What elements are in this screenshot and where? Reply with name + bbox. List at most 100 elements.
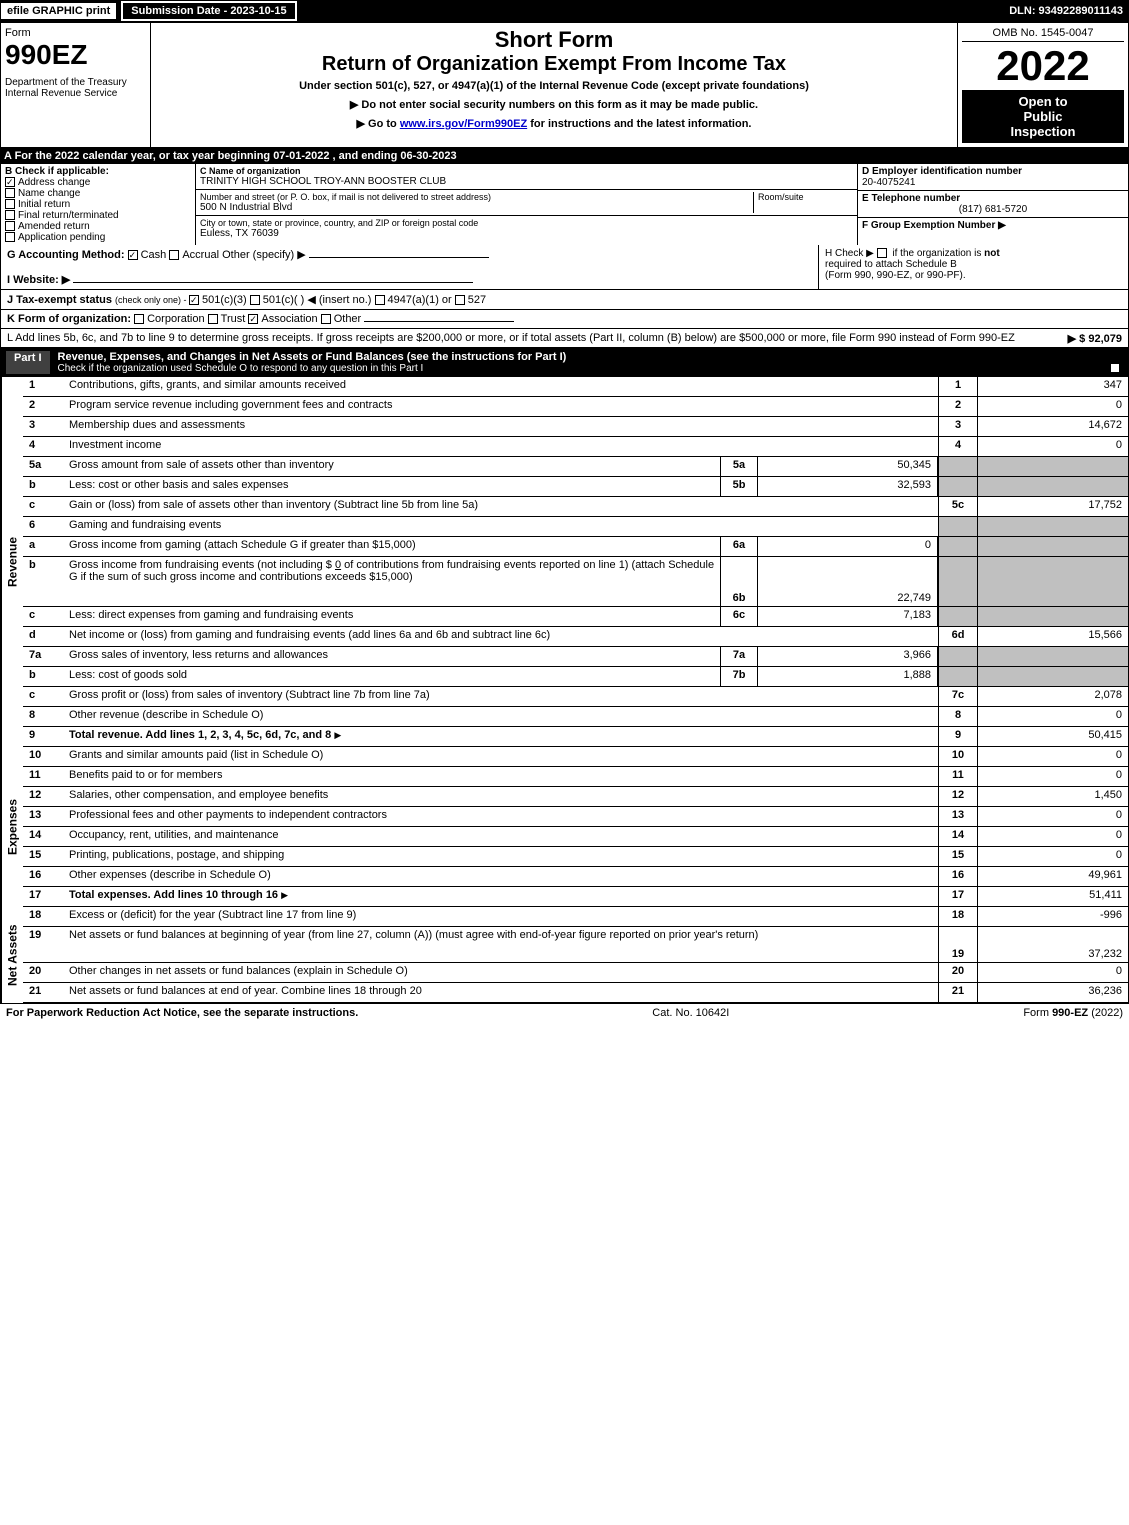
org-name-row: C Name of organization TRINITY HIGH SCHO… xyxy=(196,164,857,190)
row-4: 4Investment income40 xyxy=(23,437,1128,457)
r14-num: 14 xyxy=(23,827,65,846)
addr-change-label: Address change xyxy=(18,177,90,188)
r12-fv: 1,450 xyxy=(978,787,1128,806)
addr-change-row: Address change xyxy=(5,177,191,188)
final-return-checkbox[interactable] xyxy=(5,210,15,220)
r6a-grey xyxy=(938,537,978,556)
line-i-label: I Website: ▶ xyxy=(7,274,70,286)
r16-fv: 49,961 xyxy=(978,867,1128,886)
header-center: Short Form Return of Organization Exempt… xyxy=(151,23,958,147)
header-left: Form 990EZ Department of the Treasury In… xyxy=(1,23,151,147)
r15-num: 15 xyxy=(23,847,65,866)
open-line1: Open to xyxy=(966,94,1120,109)
501c-checkbox[interactable] xyxy=(250,295,260,305)
org-name: TRINITY HIGH SCHOOL TROY-ANN BOOSTER CLU… xyxy=(200,176,853,187)
r21-num: 21 xyxy=(23,983,65,1002)
trust-checkbox[interactable] xyxy=(208,314,218,324)
r12-num: 12 xyxy=(23,787,65,806)
amended-return-checkbox[interactable] xyxy=(5,221,15,231)
ein-value: 20-4075241 xyxy=(862,177,1124,188)
assoc-checkbox[interactable] xyxy=(248,314,258,324)
501c3-checkbox[interactable] xyxy=(189,295,199,305)
under-section: Under section 501(c), 527, or 4947(a)(1)… xyxy=(155,80,953,92)
r1-num: 1 xyxy=(23,377,65,396)
r6c-grey xyxy=(938,607,978,626)
527-checkbox[interactable] xyxy=(455,295,465,305)
other-specify-input[interactable] xyxy=(309,257,489,258)
r9-fv: 50,415 xyxy=(978,727,1128,746)
r4-num: 4 xyxy=(23,437,65,456)
r21-desc: Net assets or fund balances at end of ye… xyxy=(65,983,938,1002)
r1-desc: Contributions, gifts, grants, and simila… xyxy=(65,377,938,396)
r6-num: 6 xyxy=(23,517,65,536)
r16-fn: 16 xyxy=(938,867,978,886)
r7a-num: 7a xyxy=(23,647,65,666)
4947-checkbox[interactable] xyxy=(375,295,385,305)
r5b-sv: 32,593 xyxy=(758,477,938,496)
app-pending-checkbox[interactable] xyxy=(5,232,15,242)
other-org-checkbox[interactable] xyxy=(321,314,331,324)
efile-print-button[interactable]: efile GRAPHIC print xyxy=(0,2,117,20)
name-change-checkbox[interactable] xyxy=(5,188,15,198)
col-b-title: B Check if applicable: xyxy=(5,166,191,177)
irs-link[interactable]: www.irs.gov/Form990EZ xyxy=(400,118,527,130)
r2-fv: 0 xyxy=(978,397,1128,416)
row-11: 11Benefits paid to or for members110 xyxy=(23,767,1128,787)
website-input[interactable] xyxy=(73,282,473,283)
street-value: 500 N Industrial Blvd xyxy=(200,202,753,213)
r2-fn: 2 xyxy=(938,397,978,416)
revenue-group: Revenue 1Contributions, gifts, grants, a… xyxy=(1,377,1128,747)
r6-desc: Gaming and fundraising events xyxy=(65,517,938,536)
r17-fv: 51,411 xyxy=(978,887,1128,906)
r11-fn: 11 xyxy=(938,767,978,786)
row-18: 18Excess or (deficit) for the year (Subt… xyxy=(23,907,1128,927)
addr-change-checkbox[interactable] xyxy=(5,177,15,187)
initial-return-row: Initial return xyxy=(5,199,191,210)
line-h-checkbox[interactable] xyxy=(877,248,887,258)
initial-return-checkbox[interactable] xyxy=(5,199,15,209)
r1-fn: 1 xyxy=(938,377,978,396)
column-b: B Check if applicable: Address change Na… xyxy=(1,164,196,245)
schedule-o-checkbox[interactable] xyxy=(1110,363,1120,373)
r6a-desc: Gross income from gaming (attach Schedul… xyxy=(65,537,720,556)
cash-checkbox[interactable] xyxy=(128,250,138,260)
r17-arrow xyxy=(281,889,288,901)
other-org-input[interactable] xyxy=(364,321,514,322)
accrual-checkbox[interactable] xyxy=(169,250,179,260)
r5c-fn: 5c xyxy=(938,497,978,516)
group-exemption-row: F Group Exemption Number ▶ xyxy=(858,218,1128,233)
expenses-side-label: Expenses xyxy=(1,747,23,907)
r6a-sv: 0 xyxy=(758,537,938,556)
street-row: Number and street (or P. O. box, if mail… xyxy=(196,190,857,216)
row-2: 2Program service revenue including gover… xyxy=(23,397,1128,417)
r4-fv: 0 xyxy=(978,437,1128,456)
accrual-label: Accrual xyxy=(182,249,219,261)
r5a-desc: Gross amount from sale of assets other t… xyxy=(65,457,720,476)
row-9: 9Total revenue. Add lines 1, 2, 3, 4, 5c… xyxy=(23,727,1128,747)
r9-num: 9 xyxy=(23,727,65,746)
r6c-desc: Less: direct expenses from gaming and fu… xyxy=(65,607,720,626)
corp-checkbox[interactable] xyxy=(134,314,144,324)
amended-return-row: Amended return xyxy=(5,221,191,232)
r20-desc: Other changes in net assets or fund bala… xyxy=(65,963,938,982)
r4-fn: 4 xyxy=(938,437,978,456)
open-line3: Inspection xyxy=(966,124,1120,139)
row-16: 16Other expenses (describe in Schedule O… xyxy=(23,867,1128,887)
r9-arrow xyxy=(334,729,341,741)
app-pending-row: Application pending xyxy=(5,232,191,243)
r6d-fv: 15,566 xyxy=(978,627,1128,646)
form-word: Form xyxy=(5,27,146,39)
line-h: H Check ▶ if the organization is not req… xyxy=(818,245,1128,289)
r13-fn: 13 xyxy=(938,807,978,826)
r5a-num: 5a xyxy=(23,457,65,476)
r15-fn: 15 xyxy=(938,847,978,866)
dept-label: Department of the Treasury xyxy=(5,77,146,88)
r5b-grey2 xyxy=(978,477,1128,496)
r9-fn: 9 xyxy=(938,727,978,746)
assoc-label: Association xyxy=(261,313,317,325)
footer-right-pre: Form xyxy=(1023,1007,1052,1019)
other-specify-label: Other (specify) ▶ xyxy=(222,249,306,261)
r5c-num: c xyxy=(23,497,65,516)
r18-num: 18 xyxy=(23,907,65,926)
submission-date-button[interactable]: Submission Date - 2023-10-15 xyxy=(121,1,296,21)
